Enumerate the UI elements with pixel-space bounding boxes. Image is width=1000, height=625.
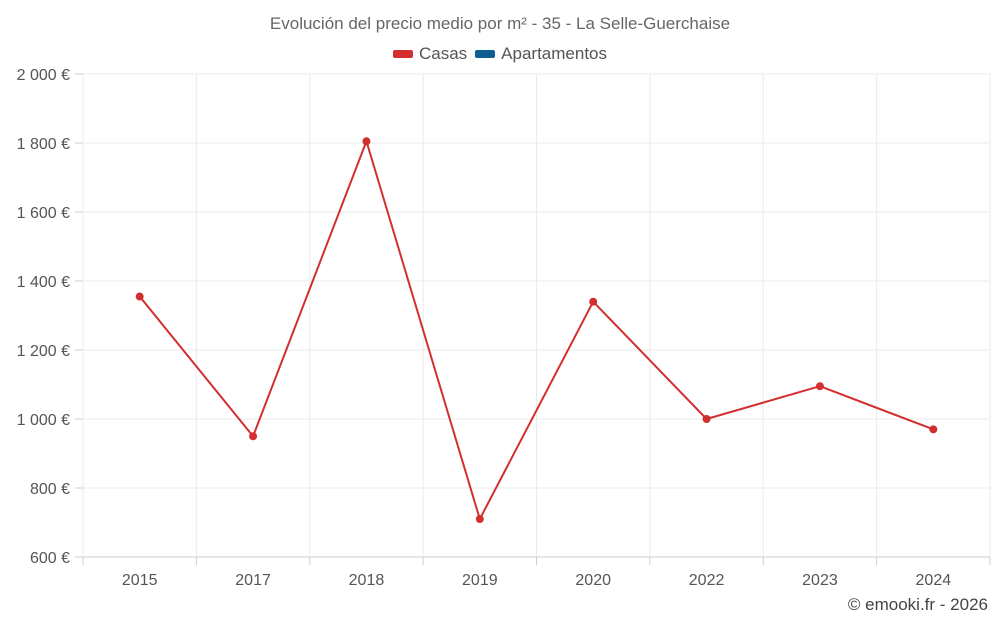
x-tick-label: 2024 xyxy=(916,572,952,589)
legend-swatch-apartamentos xyxy=(475,50,496,58)
y-tick-label: 2 000 € xyxy=(17,67,70,84)
y-tick-label: 600 € xyxy=(30,550,70,567)
data-point-casas-2015[interactable] xyxy=(135,292,144,301)
y-tick-label: 1 400 € xyxy=(17,274,70,291)
chart-title: Evolución del precio medio por m² - 35 -… xyxy=(269,14,731,33)
y-tick-label: 1 800 € xyxy=(17,136,70,153)
x-tick-label: 2023 xyxy=(802,572,838,589)
x-tick-label: 2020 xyxy=(575,572,611,589)
x-tick-label: 2019 xyxy=(462,572,498,589)
credit-text: © emooki.fr - 2026 xyxy=(847,595,988,614)
x-tick-label: 2022 xyxy=(689,572,725,589)
data-point-casas-2024[interactable] xyxy=(929,425,938,434)
legend: Casas Apartamentos xyxy=(0,44,1000,64)
data-point-casas-2023[interactable] xyxy=(815,382,824,391)
legend-label-apartamentos: Apartamentos xyxy=(501,44,608,63)
data-point-casas-2020[interactable] xyxy=(589,297,598,306)
data-point-casas-2022[interactable] xyxy=(702,415,711,423)
y-tick-label: 1 200 € xyxy=(17,343,70,360)
legend-item-apartamentos[interactable]: Apartamentos xyxy=(475,44,607,64)
data-point-casas-2018[interactable] xyxy=(362,137,371,146)
x-tick-label: 2018 xyxy=(349,572,385,589)
y-tick-label: 800 € xyxy=(30,481,70,498)
legend-label-casas: Casas xyxy=(418,44,468,63)
data-point-casas-2019[interactable] xyxy=(475,515,484,524)
y-tick-label: 1 000 € xyxy=(17,412,70,429)
legend-item-casas[interactable]: Casas xyxy=(392,44,468,64)
legend-swatch-casas xyxy=(392,50,413,58)
x-tick-label: 2015 xyxy=(122,572,158,589)
y-tick-label: 1 600 € xyxy=(17,205,70,222)
data-point-casas-2017[interactable] xyxy=(249,432,258,441)
x-tick-label: 2017 xyxy=(235,572,271,589)
series-line-casas xyxy=(138,140,934,521)
